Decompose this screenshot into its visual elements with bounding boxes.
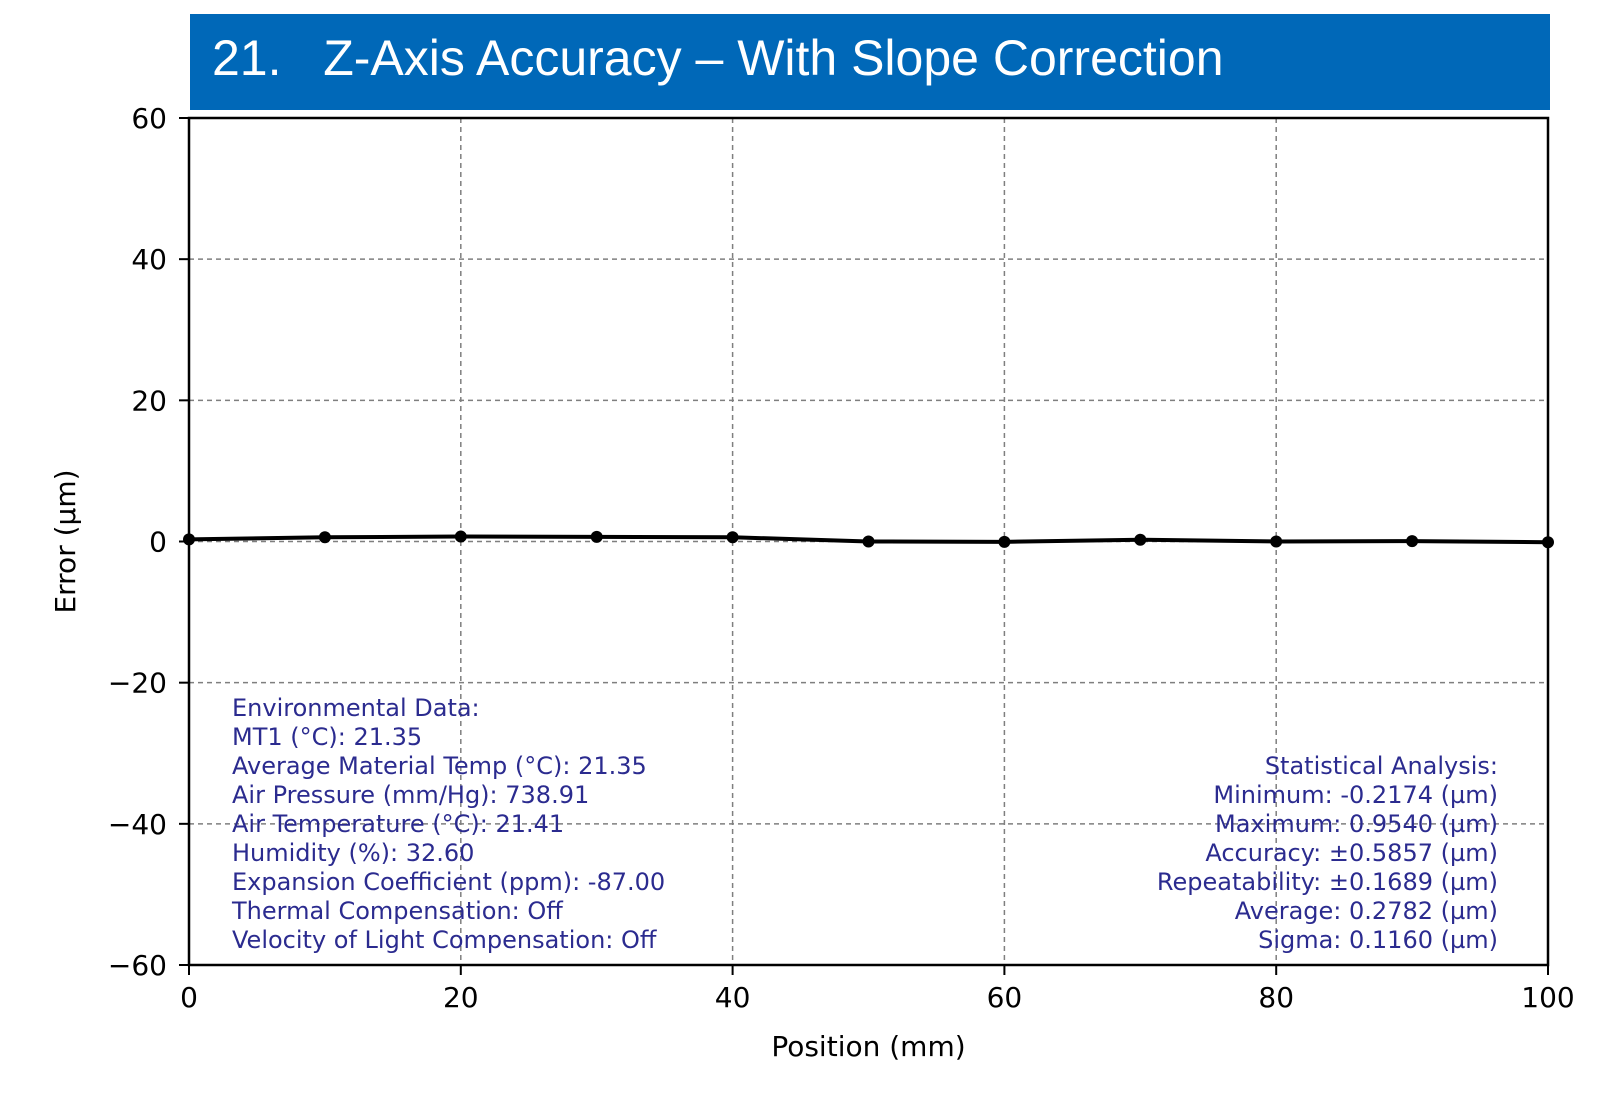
y-tick-label: −60 bbox=[108, 949, 167, 982]
environmental-data-line: Humidity (%): 32.60 bbox=[232, 839, 474, 867]
data-point bbox=[318, 531, 331, 544]
x-tick-label: 80 bbox=[1258, 981, 1294, 1014]
y-tick-label: 40 bbox=[131, 243, 167, 276]
data-point bbox=[1134, 533, 1147, 546]
statistical-analysis-line: Minimum: -0.2174 (µm) bbox=[1213, 781, 1498, 809]
statistical-analysis-line: Statistical Analysis: bbox=[1265, 752, 1498, 780]
statistical-analysis-line: Repeatability: ±0.1689 (µm) bbox=[1157, 868, 1498, 896]
x-axis-label: Position (mm) bbox=[771, 1030, 965, 1063]
environmental-data-line: Environmental Data: bbox=[232, 694, 480, 722]
chart-title: 21. Z-Axis Accuracy – With Slope Correct… bbox=[212, 26, 1224, 90]
environmental-data-line: Air Temperature (°C): 21.41 bbox=[232, 810, 564, 838]
y-tick-label: 0 bbox=[149, 526, 167, 559]
series-layer bbox=[183, 530, 1554, 549]
statistical-analysis-line: Sigma: 0.1160 (µm) bbox=[1258, 926, 1498, 954]
environmental-data-line: Thermal Compensation: Off bbox=[231, 897, 563, 925]
data-point bbox=[862, 535, 875, 548]
title-banner: 21. Z-Axis Accuracy – With Slope Correct… bbox=[190, 14, 1550, 110]
data-point bbox=[1406, 535, 1419, 548]
title-text: Z-Axis Accuracy – With Slope Correction bbox=[323, 30, 1224, 86]
y-tick-label: 20 bbox=[131, 384, 167, 417]
statistical-analysis-line: Maximum: 0.9540 (µm) bbox=[1215, 810, 1498, 838]
x-tick-label: 40 bbox=[715, 981, 751, 1014]
y-tick-label: −40 bbox=[108, 808, 167, 841]
environmental-data-line: Air Pressure (mm/Hg): 738.91 bbox=[232, 781, 589, 809]
statistical-analysis-line: Average: 0.2782 (µm) bbox=[1235, 897, 1498, 925]
title-number: 21. bbox=[212, 30, 282, 86]
y-tick-label: −20 bbox=[108, 667, 167, 700]
y-axis-label: Error (µm) bbox=[49, 469, 82, 613]
x-tick-label: 0 bbox=[180, 981, 198, 1014]
environmental-data-line: Expansion Coefficient (ppm): -87.00 bbox=[232, 868, 665, 896]
y-tick-label: 60 bbox=[131, 102, 167, 135]
data-point bbox=[454, 530, 467, 543]
text-layer: 0 20 40 60 80 100 −60 −40 −20 0 20 40 60 Position (mm… bbox=[49, 102, 1575, 1063]
x-tick-label: 20 bbox=[443, 981, 479, 1014]
x-tick-label: 60 bbox=[987, 981, 1023, 1014]
x-tick-label: 100 bbox=[1521, 981, 1574, 1014]
environmental-data-line: MT1 (°C): 21.35 bbox=[232, 723, 422, 751]
environmental-data-line: Average Material Temp (°C): 21.35 bbox=[232, 752, 647, 780]
data-point bbox=[1270, 535, 1283, 548]
environmental-data-line: Velocity of Light Compensation: Off bbox=[232, 926, 657, 954]
data-point bbox=[590, 530, 603, 543]
data-point bbox=[998, 535, 1011, 548]
statistical-analysis-line: Accuracy: ±0.5857 (µm) bbox=[1205, 839, 1498, 867]
axes-layer bbox=[179, 116, 1550, 975]
annotation-layer: Environmental Data:MT1 (°C): 21.35Averag… bbox=[231, 694, 1498, 954]
data-point bbox=[726, 531, 739, 544]
